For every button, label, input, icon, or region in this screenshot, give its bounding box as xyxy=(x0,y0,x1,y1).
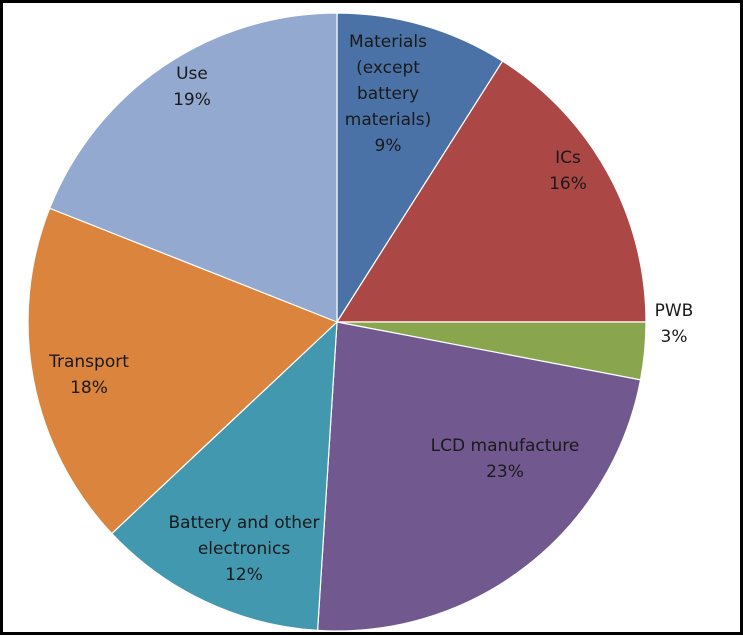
pie-slices xyxy=(27,12,647,632)
pie-labels: Materials (except battery materials) 9% ICs 16… xyxy=(48,32,693,585)
pie-slice-battery-and-other-electronics xyxy=(110,320,338,632)
slice-label-transport: Transport 18% xyxy=(48,352,129,398)
slice-name-line: Use xyxy=(176,64,208,84)
pie-slice-ics xyxy=(335,60,647,323)
pie-chart: Materials (except battery materials) 9% ICs 16… xyxy=(27,12,693,632)
slice-label-battery-and-other-electronics: Battery and other electronics 12% xyxy=(169,513,320,585)
slice-value-label: 23% xyxy=(486,462,524,482)
slice-name-line: Battery and other xyxy=(169,513,320,533)
slice-value-label: 12% xyxy=(225,565,263,585)
slice-label-ics: ICs 16% xyxy=(549,148,587,194)
slice-label-use: Use 19% xyxy=(173,64,211,110)
slice-label-lcd-manufacture: LCD manufacture 23% xyxy=(431,436,580,482)
slice-name-line: materials) xyxy=(345,110,431,130)
slice-name-line: LCD manufacture xyxy=(431,436,580,456)
slice-name-line: PWB xyxy=(655,301,694,321)
slice-name-line: ICs xyxy=(555,148,581,168)
pie-slice-use xyxy=(48,12,338,323)
slice-name-line: (except xyxy=(356,58,420,78)
slice-label-materials-except-battery-materials: Materials (except battery materials) 9% xyxy=(345,32,431,156)
slice-value-label: 19% xyxy=(173,90,211,110)
slice-label-pwb: PWB 3% xyxy=(655,301,694,347)
slice-value-label: 3% xyxy=(661,327,688,347)
slice-name-line: Materials xyxy=(349,32,427,52)
pie-slice-transport xyxy=(27,207,339,535)
slice-value-label: 18% xyxy=(70,378,108,398)
slice-name-line: electronics xyxy=(198,539,291,559)
slice-value-label: 9% xyxy=(375,136,402,156)
slice-value-label: 16% xyxy=(549,174,587,194)
pie-slice-materials-except-battery-materials xyxy=(336,12,504,325)
slice-name-line: Transport xyxy=(48,352,129,372)
slice-name-line: battery xyxy=(357,84,419,104)
pie-slice-lcd-manufacture xyxy=(316,321,642,632)
